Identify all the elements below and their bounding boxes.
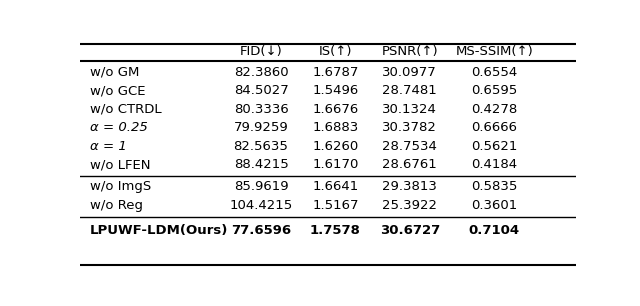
Text: FID(↓): FID(↓) bbox=[239, 45, 282, 58]
Text: 1.5496: 1.5496 bbox=[312, 84, 358, 97]
Text: 0.4184: 0.4184 bbox=[471, 158, 517, 171]
Text: w/o GCE: w/o GCE bbox=[90, 84, 145, 97]
Text: 0.6554: 0.6554 bbox=[471, 66, 517, 79]
Text: 30.3782: 30.3782 bbox=[383, 121, 437, 134]
Text: 79.9259: 79.9259 bbox=[234, 121, 289, 134]
Text: 28.7534: 28.7534 bbox=[383, 140, 437, 153]
Text: 1.6676: 1.6676 bbox=[312, 103, 358, 116]
Text: 80.3336: 80.3336 bbox=[234, 103, 289, 116]
Text: MS-SSIM(↑): MS-SSIM(↑) bbox=[455, 45, 533, 58]
Text: IS(↑): IS(↑) bbox=[319, 45, 352, 58]
Text: w/o ImgS: w/o ImgS bbox=[90, 180, 151, 193]
Text: 1.7578: 1.7578 bbox=[310, 224, 361, 237]
Text: w/o LFEN: w/o LFEN bbox=[90, 158, 150, 171]
Text: w/o GM: w/o GM bbox=[90, 66, 140, 79]
Text: α = 1: α = 1 bbox=[90, 140, 127, 153]
Text: 88.4215: 88.4215 bbox=[234, 158, 289, 171]
Text: 0.7104: 0.7104 bbox=[468, 224, 520, 237]
Text: 30.1324: 30.1324 bbox=[383, 103, 437, 116]
Text: 104.4215: 104.4215 bbox=[229, 199, 292, 212]
Text: 0.6666: 0.6666 bbox=[471, 121, 517, 134]
Text: 84.5027: 84.5027 bbox=[234, 84, 289, 97]
Text: 82.5635: 82.5635 bbox=[234, 140, 289, 153]
Text: w/o Reg: w/o Reg bbox=[90, 199, 143, 212]
Text: 0.5621: 0.5621 bbox=[471, 140, 517, 153]
Text: 29.3813: 29.3813 bbox=[383, 180, 437, 193]
Text: 0.5835: 0.5835 bbox=[471, 180, 517, 193]
Text: 82.3860: 82.3860 bbox=[234, 66, 289, 79]
Text: PSNR(↑): PSNR(↑) bbox=[381, 45, 438, 58]
Text: 25.3922: 25.3922 bbox=[382, 199, 437, 212]
Text: 0.3601: 0.3601 bbox=[471, 199, 517, 212]
Text: 1.5167: 1.5167 bbox=[312, 199, 358, 212]
Text: 1.6641: 1.6641 bbox=[312, 180, 358, 193]
Text: LPUWF-LDM(Ours): LPUWF-LDM(Ours) bbox=[90, 224, 228, 237]
Text: 30.6727: 30.6727 bbox=[380, 224, 440, 237]
Text: α = 0.25: α = 0.25 bbox=[90, 121, 148, 134]
Text: 77.6596: 77.6596 bbox=[231, 224, 291, 237]
Text: 1.6883: 1.6883 bbox=[312, 121, 358, 134]
Text: 1.6260: 1.6260 bbox=[312, 140, 358, 153]
Text: 28.6761: 28.6761 bbox=[383, 158, 437, 171]
Text: w/o CTRDL: w/o CTRDL bbox=[90, 103, 161, 116]
Text: 85.9619: 85.9619 bbox=[234, 180, 289, 193]
Text: 0.4278: 0.4278 bbox=[471, 103, 517, 116]
Text: 30.0977: 30.0977 bbox=[383, 66, 437, 79]
Text: 1.6787: 1.6787 bbox=[312, 66, 358, 79]
Text: 1.6170: 1.6170 bbox=[312, 158, 358, 171]
Text: 28.7481: 28.7481 bbox=[383, 84, 437, 97]
Text: 0.6595: 0.6595 bbox=[471, 84, 517, 97]
